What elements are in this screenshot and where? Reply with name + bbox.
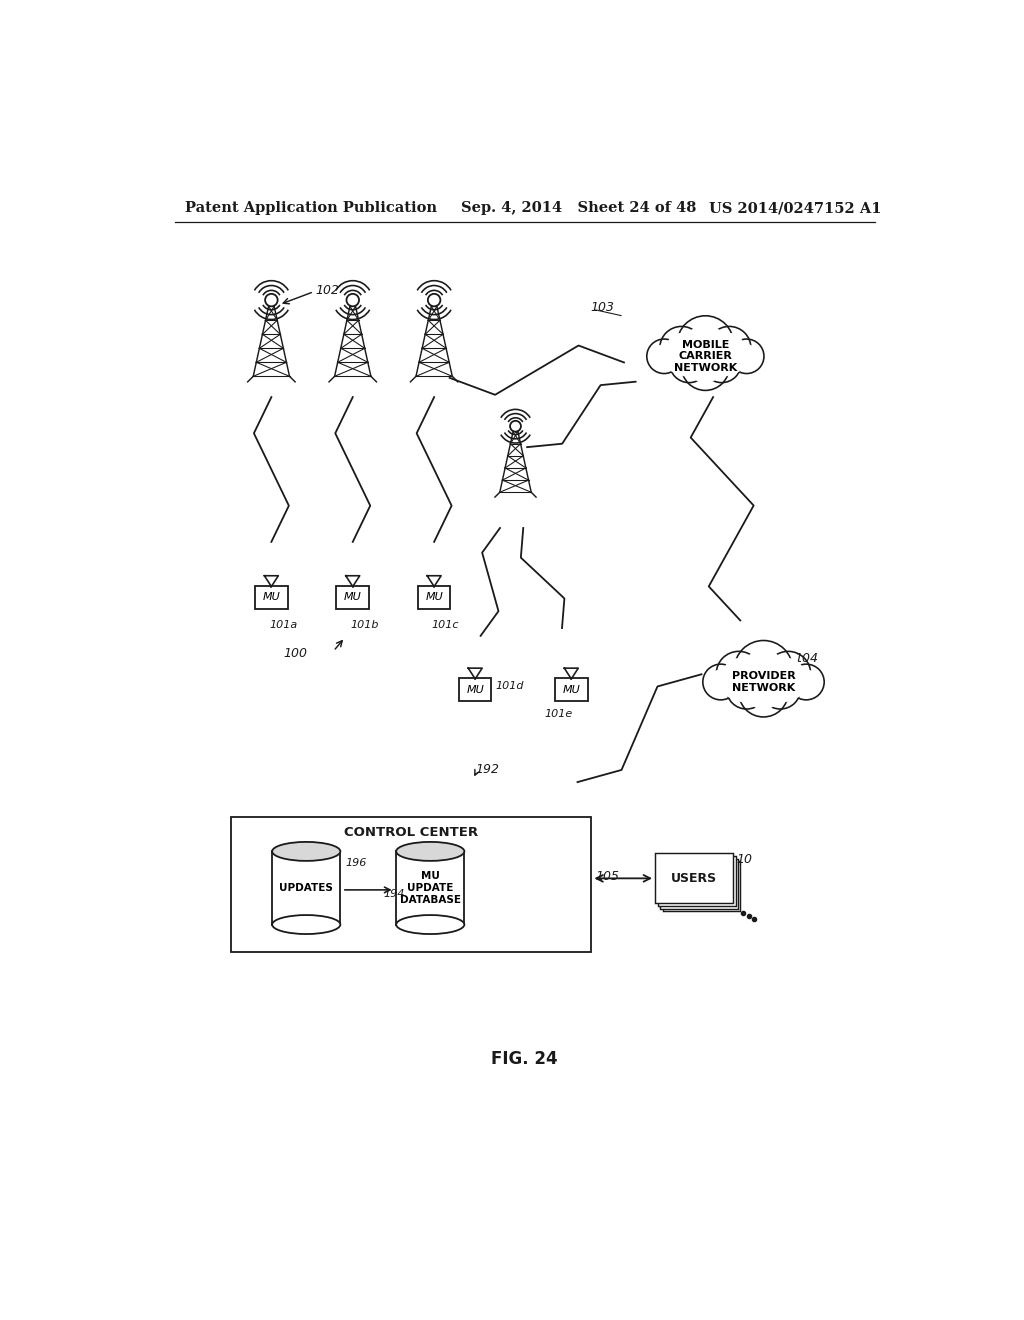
Circle shape bbox=[667, 333, 696, 363]
Circle shape bbox=[428, 294, 440, 306]
Circle shape bbox=[677, 315, 733, 372]
Text: Patent Application Publication: Patent Application Publication bbox=[184, 202, 436, 215]
Text: 102: 102 bbox=[315, 284, 340, 297]
Ellipse shape bbox=[396, 842, 464, 861]
Text: 100: 100 bbox=[283, 647, 307, 660]
FancyBboxPatch shape bbox=[658, 857, 735, 907]
Ellipse shape bbox=[708, 652, 819, 711]
FancyBboxPatch shape bbox=[337, 586, 369, 609]
Circle shape bbox=[709, 669, 733, 694]
FancyBboxPatch shape bbox=[655, 853, 732, 903]
Circle shape bbox=[686, 325, 725, 363]
Circle shape bbox=[734, 345, 759, 368]
Circle shape bbox=[702, 343, 741, 383]
Circle shape bbox=[510, 421, 521, 432]
FancyBboxPatch shape bbox=[555, 678, 588, 701]
Circle shape bbox=[346, 294, 359, 306]
Text: Sep. 4, 2014   Sheet 24 of 48: Sep. 4, 2014 Sheet 24 of 48 bbox=[461, 202, 696, 215]
Text: FIG. 24: FIG. 24 bbox=[492, 1051, 558, 1068]
Circle shape bbox=[766, 675, 795, 704]
Text: 104: 104 bbox=[795, 652, 818, 665]
Text: UPDATES: UPDATES bbox=[280, 883, 333, 892]
Text: 192: 192 bbox=[475, 763, 500, 776]
Circle shape bbox=[766, 651, 811, 696]
Text: 10: 10 bbox=[736, 853, 753, 866]
Text: MU: MU bbox=[262, 593, 281, 602]
Text: 101b: 101b bbox=[350, 620, 379, 631]
Circle shape bbox=[708, 326, 751, 370]
Circle shape bbox=[723, 659, 755, 689]
Circle shape bbox=[647, 339, 682, 374]
Text: MU: MU bbox=[425, 593, 443, 602]
FancyBboxPatch shape bbox=[663, 861, 740, 911]
Circle shape bbox=[743, 649, 784, 690]
Text: MU: MU bbox=[466, 685, 484, 694]
Circle shape bbox=[732, 675, 761, 704]
Ellipse shape bbox=[272, 842, 340, 861]
Text: CONTROL CENTER: CONTROL CENTER bbox=[344, 825, 478, 838]
Ellipse shape bbox=[272, 915, 340, 935]
FancyBboxPatch shape bbox=[255, 586, 288, 609]
Circle shape bbox=[734, 640, 793, 698]
Circle shape bbox=[702, 664, 738, 700]
Text: USERS: USERS bbox=[671, 871, 717, 884]
Circle shape bbox=[729, 339, 764, 374]
Text: MU: MU bbox=[562, 685, 581, 694]
Circle shape bbox=[794, 669, 819, 694]
Circle shape bbox=[726, 669, 767, 709]
Text: US 2014/0247152 A1: US 2014/0247152 A1 bbox=[710, 202, 882, 215]
Circle shape bbox=[714, 333, 744, 363]
Circle shape bbox=[682, 343, 729, 391]
FancyBboxPatch shape bbox=[660, 859, 738, 908]
Text: PROVIDER
NETWORK: PROVIDER NETWORK bbox=[731, 671, 796, 693]
Text: 103: 103 bbox=[591, 301, 614, 314]
Text: 196: 196 bbox=[345, 858, 367, 869]
Circle shape bbox=[676, 350, 702, 376]
Circle shape bbox=[652, 345, 676, 368]
Text: MOBILE
CARRIER
NETWORK: MOBILE CARRIER NETWORK bbox=[674, 339, 737, 372]
Circle shape bbox=[659, 326, 703, 370]
Text: 101a: 101a bbox=[269, 620, 297, 631]
FancyBboxPatch shape bbox=[459, 678, 492, 701]
Text: 105: 105 bbox=[595, 870, 620, 883]
Circle shape bbox=[772, 659, 804, 689]
Circle shape bbox=[670, 343, 709, 383]
Circle shape bbox=[265, 294, 278, 306]
Circle shape bbox=[746, 676, 781, 710]
Ellipse shape bbox=[716, 660, 811, 705]
Ellipse shape bbox=[396, 915, 464, 935]
Text: 101e: 101e bbox=[544, 709, 572, 719]
Ellipse shape bbox=[659, 334, 752, 379]
Circle shape bbox=[738, 668, 788, 717]
Text: MU
UPDATE
DATABASE: MU UPDATE DATABASE bbox=[399, 871, 461, 904]
Text: MU: MU bbox=[344, 593, 361, 602]
Circle shape bbox=[689, 350, 722, 383]
Circle shape bbox=[760, 669, 801, 709]
Text: 194: 194 bbox=[384, 888, 406, 899]
Circle shape bbox=[717, 651, 761, 696]
Ellipse shape bbox=[651, 327, 760, 385]
FancyBboxPatch shape bbox=[418, 586, 451, 609]
Text: 101c: 101c bbox=[432, 620, 460, 631]
Circle shape bbox=[708, 350, 735, 376]
FancyBboxPatch shape bbox=[231, 817, 592, 952]
Text: 101d: 101d bbox=[496, 681, 524, 690]
Circle shape bbox=[788, 664, 824, 700]
